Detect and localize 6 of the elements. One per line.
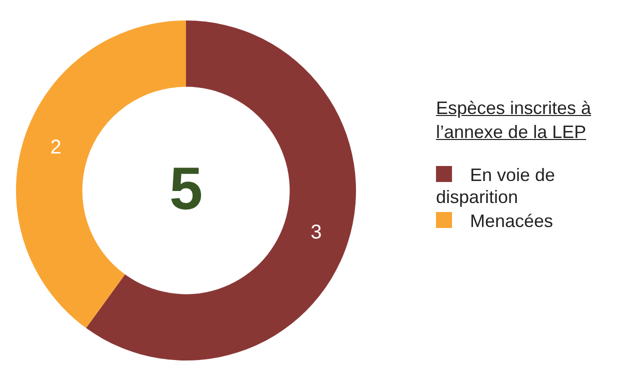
data-label: 3 <box>310 221 322 244</box>
legend-title: Espèces inscrites à l’annexe de la LEP <box>436 97 592 144</box>
legend-label: En voie de disparition <box>436 164 556 208</box>
data-label: 2 <box>50 136 62 159</box>
text: 5 <box>169 155 203 222</box>
legend-label: Menacées <box>469 210 554 232</box>
